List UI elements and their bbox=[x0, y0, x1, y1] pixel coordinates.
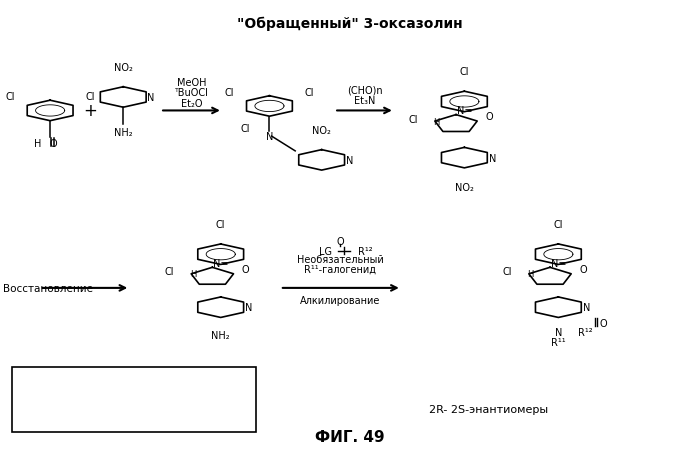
Text: N: N bbox=[147, 93, 154, 103]
Text: Репрезентативная ссылка:: Репрезентативная ссылка: bbox=[20, 373, 159, 383]
Text: Cl: Cl bbox=[216, 220, 226, 230]
Text: N: N bbox=[266, 132, 273, 142]
Text: ФИГ. 49: ФИГ. 49 bbox=[315, 429, 384, 444]
Text: Et₃N: Et₃N bbox=[354, 96, 375, 106]
Text: Cl: Cl bbox=[225, 87, 234, 97]
Text: N: N bbox=[582, 303, 590, 313]
Text: O: O bbox=[50, 138, 57, 148]
Text: (CHO)n: (CHO)n bbox=[347, 85, 382, 95]
Text: Cl: Cl bbox=[502, 267, 512, 276]
Text: N: N bbox=[489, 153, 496, 163]
Text: NH₂: NH₂ bbox=[114, 127, 133, 137]
Text: NH₂: NH₂ bbox=[211, 330, 230, 341]
Text: Восстановление: Восстановление bbox=[3, 283, 94, 293]
Text: R¹¹: R¹¹ bbox=[551, 337, 565, 347]
Text: 2R- 2S-энантиомеры: 2R- 2S-энантиомеры bbox=[429, 404, 548, 414]
Text: ᵀBuOCl: ᵀBuOCl bbox=[175, 88, 208, 98]
Text: O: O bbox=[486, 111, 493, 122]
Text: H: H bbox=[34, 138, 41, 148]
Text: Et₂O: Et₂O bbox=[181, 99, 202, 109]
Text: R¹²: R¹² bbox=[577, 327, 592, 337]
Text: R¹¹-галогенид: R¹¹-галогенид bbox=[305, 264, 377, 274]
Text: LG: LG bbox=[319, 247, 331, 257]
Text: N: N bbox=[245, 303, 252, 313]
Text: N=: N= bbox=[456, 106, 472, 116]
Text: H: H bbox=[189, 270, 196, 279]
Text: NO₂: NO₂ bbox=[114, 63, 133, 73]
Text: Cl: Cl bbox=[408, 114, 417, 124]
Text: Cl: Cl bbox=[164, 267, 174, 276]
Text: Cl: Cl bbox=[554, 220, 563, 230]
Text: NO₂: NO₂ bbox=[455, 182, 474, 193]
Text: N: N bbox=[346, 156, 353, 166]
Text: Paul, H et al, Chem. Ber., 1965, 98, 1450: Paul, H et al, Chem. Ber., 1965, 98, 145… bbox=[20, 389, 204, 398]
Text: N=: N= bbox=[213, 258, 229, 269]
Text: O: O bbox=[579, 264, 587, 274]
Text: Cl: Cl bbox=[304, 87, 314, 97]
Text: Cl: Cl bbox=[6, 92, 15, 101]
Text: Алкилирование: Алкилирование bbox=[301, 296, 381, 306]
Text: Необязательный: Необязательный bbox=[297, 254, 384, 264]
Text: R¹²: R¹² bbox=[357, 247, 372, 257]
Text: "Обращенный" 3-оксазолин: "Обращенный" 3-оксазолин bbox=[237, 17, 462, 32]
Text: +: + bbox=[84, 102, 97, 120]
Text: O: O bbox=[337, 236, 345, 246]
Text: Cl: Cl bbox=[240, 124, 250, 134]
Text: Huisgen, R et al,Angew. Chem., 1962, 74, 31.: Huisgen, R et al,Angew. Chem., 1962, 74,… bbox=[20, 405, 226, 414]
Text: Cl: Cl bbox=[460, 67, 469, 77]
Bar bbox=[12, 367, 256, 432]
Text: Cl: Cl bbox=[85, 92, 94, 101]
Text: N=: N= bbox=[551, 258, 566, 269]
Text: O: O bbox=[600, 318, 607, 328]
Text: NO₂: NO₂ bbox=[312, 125, 331, 135]
Text: H: H bbox=[527, 270, 534, 279]
Text: H: H bbox=[433, 117, 440, 126]
Text: N: N bbox=[555, 327, 562, 337]
Text: MeOH: MeOH bbox=[177, 78, 206, 88]
Text: O: O bbox=[242, 264, 250, 274]
